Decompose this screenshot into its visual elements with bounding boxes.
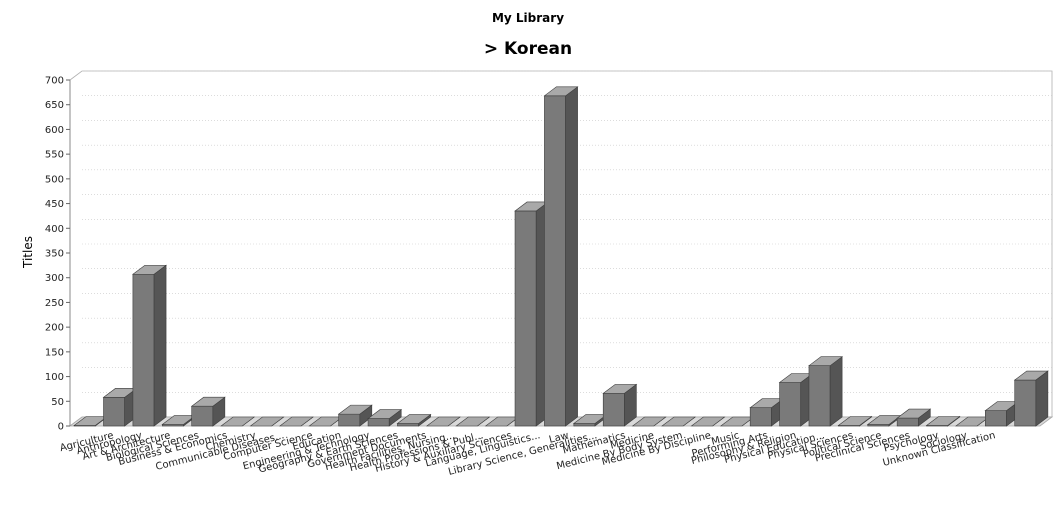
bar-front	[897, 418, 918, 426]
y-tick-label: 650	[45, 100, 64, 111]
bar-side	[1036, 371, 1048, 426]
bar-front	[985, 411, 1006, 426]
bar	[133, 265, 166, 426]
y-axis-label: Titles	[21, 236, 35, 269]
y-tick-label: 600	[45, 125, 64, 136]
bar-front	[339, 414, 360, 426]
bar-front	[133, 274, 154, 426]
chart-title: > Korean	[484, 39, 572, 59]
y-tick-label: 400	[45, 224, 64, 235]
y-tick-label: 250	[45, 298, 64, 309]
bar-front	[515, 211, 536, 426]
bar-front	[603, 393, 624, 426]
y-tick-label: 100	[45, 372, 64, 383]
bar-front	[104, 397, 125, 426]
bar	[1015, 371, 1048, 426]
bar	[780, 374, 813, 426]
y-tick-label: 300	[45, 273, 64, 284]
bar-front	[397, 424, 418, 426]
bar-side	[154, 265, 166, 426]
y-tick-label: 500	[45, 174, 64, 185]
y-tick-label: 200	[45, 323, 64, 334]
bar	[544, 87, 577, 426]
bar-front	[1015, 380, 1036, 426]
chart-supertitle: My Library	[492, 11, 564, 25]
y-tick-label: 350	[45, 249, 64, 260]
bar-front	[574, 424, 595, 426]
bar-front	[544, 96, 565, 426]
bar	[515, 202, 548, 426]
bar-side	[566, 87, 578, 426]
bar	[603, 384, 636, 426]
y-tick-label: 0	[58, 422, 64, 433]
y-tick-label: 700	[45, 76, 64, 87]
bar-front	[809, 366, 830, 426]
bar-front	[192, 406, 213, 426]
bar-front	[780, 383, 801, 426]
y-tick-label: 550	[45, 150, 64, 161]
y-tick-label: 450	[45, 199, 64, 210]
y-tick-label: 150	[45, 347, 64, 358]
bar	[104, 388, 137, 426]
y-tick-label: 50	[51, 397, 64, 408]
y-axis-ticks: 0 50 100 150 200 250 300 350 400 450 500 550 600 650 7…	[45, 76, 70, 433]
bar-side	[830, 357, 842, 426]
bar	[809, 357, 842, 426]
bar-front	[750, 408, 771, 426]
bar-front	[368, 419, 389, 426]
